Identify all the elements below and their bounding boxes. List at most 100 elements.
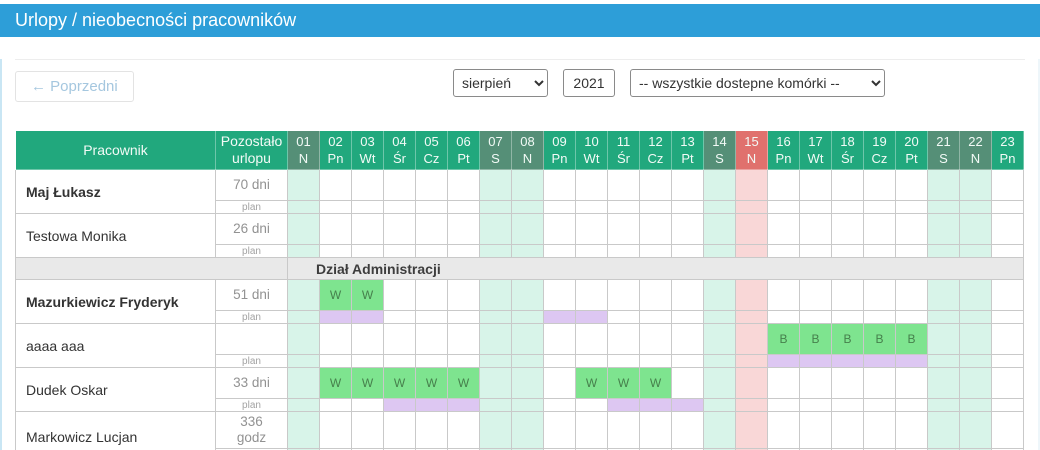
absence-day-cell[interactable] [831, 279, 864, 311]
absence-day-cell[interactable] [287, 411, 320, 449]
absence-day-cell[interactable] [543, 279, 576, 311]
absence-day-cell[interactable] [351, 213, 384, 245]
unit-filter-select[interactable]: -- wszystkie dostepne komórki -- [630, 69, 885, 97]
plan-day-cell[interactable] [319, 354, 352, 368]
absence-day-cell[interactable] [927, 213, 960, 245]
absence-day-cell[interactable] [351, 169, 384, 201]
plan-day-cell[interactable] [543, 354, 576, 368]
absence-day-cell[interactable] [383, 323, 416, 355]
plan-day-cell[interactable] [927, 354, 960, 368]
plan-day-cell[interactable] [831, 310, 864, 324]
plan-day-cell[interactable] [543, 244, 576, 258]
absence-day-cell[interactable] [959, 169, 992, 201]
absence-day-cell[interactable] [287, 213, 320, 245]
absence-day-cell[interactable] [639, 213, 672, 245]
plan-day-cell[interactable] [607, 310, 640, 324]
plan-day-cell[interactable] [639, 398, 672, 412]
absence-day-cell[interactable] [671, 323, 704, 355]
plan-day-cell[interactable] [863, 244, 896, 258]
plan-day-cell[interactable] [895, 310, 928, 324]
plan-day-cell[interactable] [991, 244, 1024, 258]
absence-day-cell[interactable] [479, 367, 512, 399]
absence-day-cell[interactable] [447, 411, 480, 449]
absence-day-cell[interactable] [703, 279, 736, 311]
absence-day-cell[interactable] [287, 279, 320, 311]
absence-day-cell[interactable] [959, 213, 992, 245]
plan-day-cell[interactable] [991, 310, 1024, 324]
absence-day-cell[interactable] [639, 169, 672, 201]
absence-day-cell[interactable] [991, 169, 1024, 201]
plan-day-cell[interactable] [799, 354, 832, 368]
plan-day-cell[interactable] [799, 244, 832, 258]
plan-day-cell[interactable] [927, 310, 960, 324]
plan-day-cell[interactable] [671, 354, 704, 368]
plan-day-cell[interactable] [831, 244, 864, 258]
absence-day-cell[interactable] [479, 279, 512, 311]
absence-day-cell[interactable]: W [319, 279, 352, 311]
absence-day-cell[interactable] [511, 169, 544, 201]
absence-day-cell[interactable]: B [831, 323, 864, 355]
plan-day-cell[interactable] [671, 244, 704, 258]
absence-day-cell[interactable] [671, 213, 704, 245]
absence-day-cell[interactable] [671, 411, 704, 449]
absence-day-cell[interactable] [895, 367, 928, 399]
absence-day-cell[interactable] [607, 213, 640, 245]
absence-day-cell[interactable] [735, 367, 768, 399]
plan-day-cell[interactable] [351, 244, 384, 258]
absence-day-cell[interactable] [447, 169, 480, 201]
plan-day-cell[interactable] [863, 354, 896, 368]
absence-day-cell[interactable] [383, 279, 416, 311]
plan-day-cell[interactable] [639, 310, 672, 324]
plan-day-cell[interactable] [639, 354, 672, 368]
absence-day-cell[interactable] [895, 213, 928, 245]
absence-day-cell[interactable] [287, 323, 320, 355]
plan-day-cell[interactable] [383, 354, 416, 368]
plan-day-cell[interactable] [607, 354, 640, 368]
plan-day-cell[interactable] [671, 200, 704, 214]
plan-day-cell[interactable] [703, 244, 736, 258]
absence-day-cell[interactable] [703, 169, 736, 201]
absence-day-cell[interactable] [543, 411, 576, 449]
plan-day-cell[interactable] [799, 398, 832, 412]
plan-day-cell[interactable] [479, 200, 512, 214]
absence-day-cell[interactable] [767, 279, 800, 311]
plan-day-cell[interactable] [511, 244, 544, 258]
absence-day-cell[interactable] [799, 169, 832, 201]
plan-day-cell[interactable] [735, 244, 768, 258]
absence-day-cell[interactable] [351, 411, 384, 449]
absence-day-cell[interactable] [799, 367, 832, 399]
plan-day-cell[interactable] [287, 310, 320, 324]
absence-day-cell[interactable] [863, 367, 896, 399]
absence-day-cell[interactable] [415, 323, 448, 355]
plan-day-cell[interactable] [479, 310, 512, 324]
plan-day-cell[interactable] [575, 200, 608, 214]
absence-day-cell[interactable]: W [639, 367, 672, 399]
absence-day-cell[interactable] [927, 169, 960, 201]
plan-day-cell[interactable] [607, 244, 640, 258]
absence-day-cell[interactable] [735, 213, 768, 245]
absence-day-cell[interactable] [959, 279, 992, 311]
absence-day-cell[interactable]: B [799, 323, 832, 355]
absence-day-cell[interactable] [735, 169, 768, 201]
absence-day-cell[interactable] [639, 279, 672, 311]
plan-day-cell[interactable] [447, 398, 480, 412]
plan-day-cell[interactable] [415, 200, 448, 214]
absence-day-cell[interactable] [575, 411, 608, 449]
absence-day-cell[interactable] [511, 323, 544, 355]
absence-day-cell[interactable] [895, 279, 928, 311]
plan-day-cell[interactable] [831, 398, 864, 412]
absence-day-cell[interactable] [383, 169, 416, 201]
absence-day-cell[interactable] [703, 213, 736, 245]
plan-day-cell[interactable] [991, 354, 1024, 368]
plan-day-cell[interactable] [703, 354, 736, 368]
plan-day-cell[interactable] [479, 354, 512, 368]
absence-day-cell[interactable] [447, 279, 480, 311]
absence-day-cell[interactable]: B [863, 323, 896, 355]
absence-day-cell[interactable]: W [415, 367, 448, 399]
absence-day-cell[interactable] [831, 213, 864, 245]
absence-day-cell[interactable] [511, 411, 544, 449]
absence-day-cell[interactable] [575, 169, 608, 201]
plan-day-cell[interactable] [287, 244, 320, 258]
plan-day-cell[interactable] [287, 398, 320, 412]
absence-day-cell[interactable] [415, 279, 448, 311]
